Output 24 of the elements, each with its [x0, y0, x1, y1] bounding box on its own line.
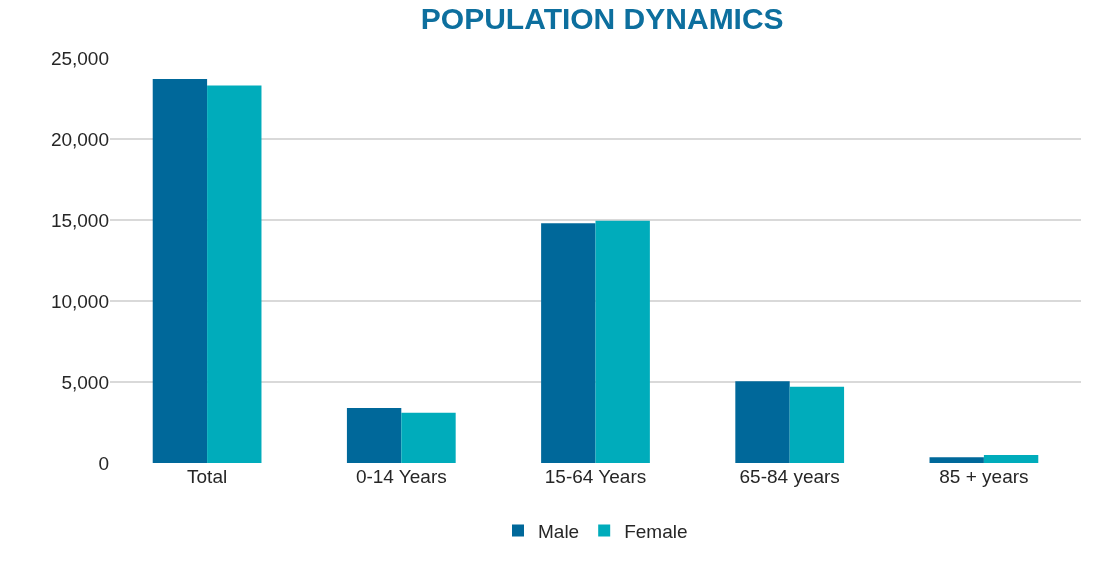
chart-title: POPULATION DYNAMICS: [420, 2, 784, 36]
y-tick-label: 25,000: [50, 47, 109, 69]
legend-label: Male: [538, 520, 580, 542]
bar: [595, 220, 650, 463]
y-tick-label: 20,000: [50, 128, 109, 150]
x-tick-label: 0-14 Years: [355, 466, 447, 487]
y-tick-label: 15,000: [50, 209, 109, 231]
bar: [929, 457, 984, 463]
y-tick-label: 5,000: [61, 371, 109, 393]
bar: [735, 381, 790, 463]
y-tick-label: 0: [98, 452, 109, 474]
bar: [789, 386, 845, 463]
x-tick-label: 65-84 years: [739, 466, 840, 487]
bar: [152, 79, 208, 463]
x-tick-label: 15-64 Years: [544, 466, 647, 487]
bar: [401, 412, 456, 463]
bar: [207, 85, 262, 463]
bar: [346, 407, 402, 463]
bar: [541, 223, 596, 463]
legend-label: Female: [624, 520, 688, 542]
y-tick-label: 10,000: [50, 290, 109, 312]
bar: [983, 454, 1039, 463]
x-tick-label: Total: [187, 466, 228, 487]
x-tick-label: 85 + years: [939, 466, 1029, 487]
